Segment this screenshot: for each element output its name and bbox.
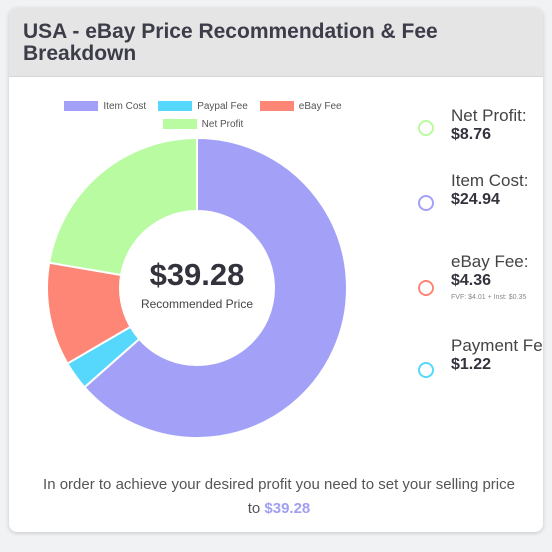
net-profit-slice[interactable] <box>47 136 198 277</box>
stat-label-payment-fee: Payment Fee: <box>451 336 543 355</box>
legend-row-1: Item Cost Paypal Fee eBay Fee <box>53 97 353 115</box>
stat-value-payment-fee: $1.22 <box>451 356 492 373</box>
payment-fee-ring-icon <box>418 362 434 378</box>
legend-swatch-ebay-fee <box>259 101 294 111</box>
card-title: USA - eBay Price Recommendation & Fee Br… <box>23 20 438 65</box>
legend-item-ebay-fee[interactable]: eBay Fee <box>259 100 342 112</box>
legend-swatch-paypal-fee <box>158 101 193 111</box>
item-cost-ring-icon <box>418 195 434 211</box>
legend-item-paypal-fee[interactable]: Paypal Fee <box>158 101 248 112</box>
item-cost-slice[interactable] <box>83 136 348 439</box>
stat-label-ebay-fee: eBay Fee: <box>451 252 529 271</box>
net-profit-ring-icon <box>418 120 434 136</box>
legend-item-net-profit[interactable]: Net Profit <box>162 118 244 130</box>
stat-sub-ebay-fee: FVF: $4.01 + Inst: $0.35 <box>451 294 527 301</box>
footer-text: In order to achieve your desired profit … <box>43 476 515 517</box>
stat-label-net-profit: Net Profit: <box>451 106 527 125</box>
center-price-value: $39.28 <box>149 257 245 292</box>
ebay-fee-ring-icon <box>418 280 434 296</box>
center-price-label: Recommended Price <box>140 297 254 311</box>
legend-label-net-profit: Net Profit <box>201 118 244 130</box>
donut-chart <box>46 136 348 439</box>
chart-legend: Item Cost Paypal Fee eBay Fee Net Profit <box>53 97 353 133</box>
card-header: USA - eBay Price Recommendation & Fee Br… <box>9 8 543 77</box>
legend-item-item-cost[interactable]: Item Cost <box>64 101 146 112</box>
footer-price: $39.28 <box>264 500 311 517</box>
legend-label-item-cost: Item Cost <box>103 100 147 112</box>
legend-swatch-item-cost <box>64 101 99 111</box>
legend-row-2: Net Profit <box>53 115 353 133</box>
recommendation-footer: In order to achieve your desired profit … <box>39 473 519 521</box>
stat-value-net-profit: $8.76 <box>451 126 492 143</box>
legend-label-ebay-fee: eBay Fee <box>298 100 342 112</box>
fee-breakdown-card: USA - eBay Price Recommendation & Fee Br… <box>9 8 543 532</box>
stat-value-item-cost: $24.94 <box>451 191 500 208</box>
legend-swatch-net-profit <box>162 119 197 129</box>
legend-label-paypal-fee: Paypal Fee <box>197 100 248 112</box>
stat-value-ebay-fee: $4.36 <box>451 272 492 289</box>
stat-label-item-cost: Item Cost: <box>451 171 529 190</box>
